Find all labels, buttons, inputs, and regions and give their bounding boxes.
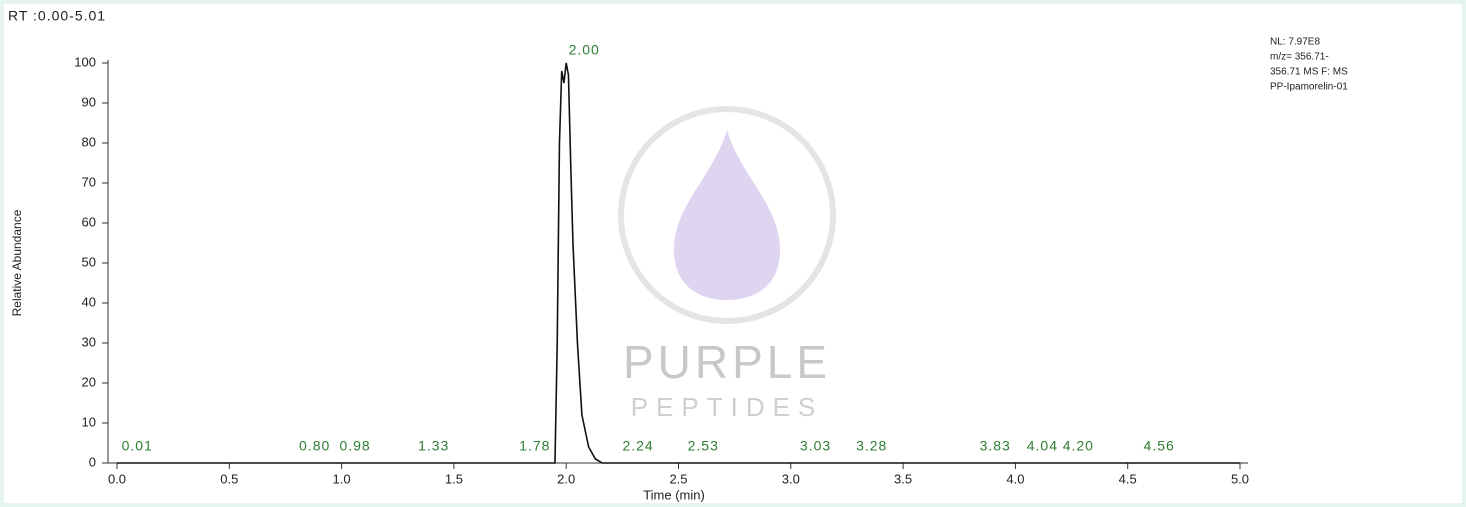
info-line: m/z= 356.71-	[1270, 52, 1329, 63]
peak-label: 0.98	[339, 438, 370, 454]
watermark-drop	[674, 130, 780, 300]
watermark-text: PURPLE	[623, 336, 831, 388]
x-tick-label: 2.5	[669, 471, 687, 486]
chart-title: RT :0.00-5.01	[8, 8, 106, 24]
y-axis-label: Relative Abundance	[10, 209, 24, 316]
y-tick-label: 0	[89, 454, 96, 469]
peak-label: 3.83	[980, 438, 1011, 454]
peak-label: 2.24	[622, 438, 653, 454]
peak-label: 0.80	[299, 438, 330, 454]
peak-label: 3.03	[800, 438, 831, 454]
x-tick-label: 2.0	[557, 471, 575, 486]
y-tick-label: 60	[82, 214, 96, 229]
y-tick-label: 80	[82, 134, 96, 149]
watermark	[618, 106, 836, 324]
peak-label: 2.53	[688, 438, 719, 454]
watermark-text: PEPTIDES	[631, 392, 824, 422]
peak-label: 4.20	[1063, 438, 1094, 454]
peak-label: 3.28	[856, 438, 887, 454]
y-tick-label: 30	[82, 334, 96, 349]
x-tick-label: 1.5	[445, 471, 463, 486]
y-tick-label: 90	[82, 94, 96, 109]
peak-label: 2.00	[569, 42, 600, 58]
x-tick-label: 4.5	[1119, 471, 1137, 486]
peak-label: 1.33	[418, 438, 449, 454]
x-axis-label: Time (min)	[643, 487, 705, 502]
peak-label: 0.01	[122, 438, 153, 454]
x-tick-label: 0.0	[108, 471, 126, 486]
y-tick-label: 50	[82, 254, 96, 269]
y-tick-label: 10	[82, 414, 96, 429]
x-tick-label: 0.5	[220, 471, 238, 486]
chromatogram-line	[117, 62, 1240, 464]
info-line: NL: 7.97E8	[1270, 37, 1320, 48]
y-tick-label: 20	[82, 374, 96, 389]
y-tick-label: 70	[82, 174, 96, 189]
x-tick-label: 4.0	[1006, 471, 1024, 486]
peak-label: 1.78	[519, 438, 550, 454]
peak-label: 4.56	[1144, 438, 1175, 454]
peak-label: 4.04	[1027, 438, 1058, 454]
info-line: 356.71 MS F: MS	[1270, 67, 1348, 78]
info-line: PP-Ipamorelin-01	[1270, 82, 1348, 93]
x-tick-label: 5.0	[1231, 471, 1249, 486]
y-tick-label: 40	[82, 294, 96, 309]
x-tick-label: 1.0	[333, 471, 351, 486]
x-tick-label: 3.5	[894, 471, 912, 486]
x-tick-label: 3.0	[782, 471, 800, 486]
watermark-ring	[618, 106, 836, 324]
y-tick-label: 100	[74, 54, 96, 69]
